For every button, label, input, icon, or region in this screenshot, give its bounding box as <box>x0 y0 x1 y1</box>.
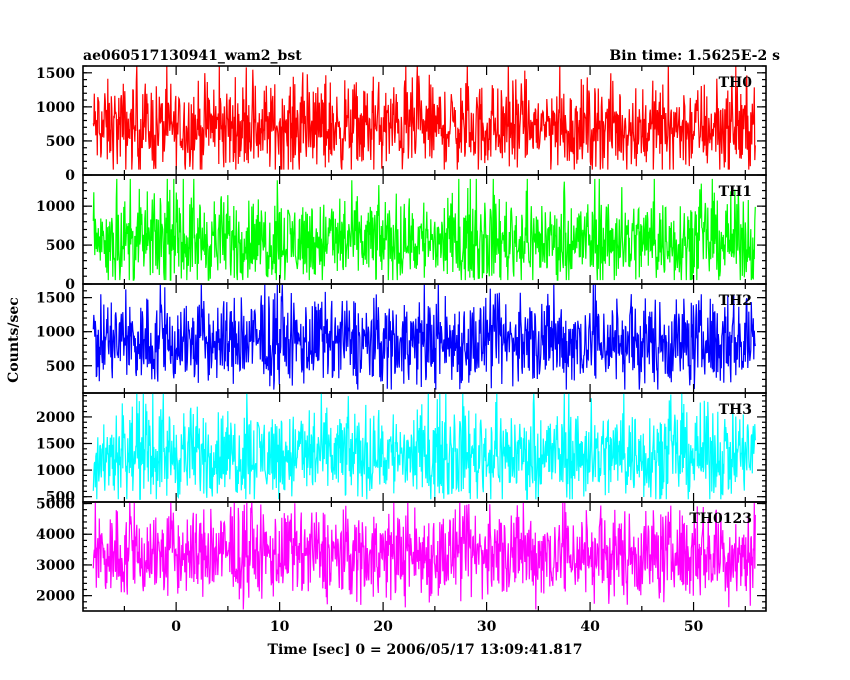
y-tick-label: 500 <box>46 490 75 506</box>
y-axis-label: Counts/sec <box>6 297 22 383</box>
y-tick-label: 1000 <box>36 325 75 341</box>
series-trace-th1 <box>92 178 756 281</box>
series-label-th0123: TH0123 <box>689 511 752 527</box>
y-tick-label: 500 <box>46 134 75 150</box>
y-tick-label: 5000 <box>36 497 75 513</box>
bin-time-label: Bin time: 1.5625E-2 s <box>609 48 780 64</box>
x-tick-label: 20 <box>373 619 393 635</box>
y-tick-label: 0 <box>65 168 75 184</box>
y-tick-label: 1500 <box>36 291 75 307</box>
y-tick-label: 0 <box>65 277 75 293</box>
y-tick-label: 500 <box>46 359 75 375</box>
y-tick-label: 1000 <box>36 463 75 479</box>
y-tick-label: 2000 <box>36 589 75 605</box>
series-trace-th0123 <box>92 501 756 610</box>
series-label-th0: TH0 <box>719 75 753 91</box>
series-trace-th0 <box>92 65 756 170</box>
series-trace-th3 <box>92 392 756 500</box>
y-tick-label: 3000 <box>36 558 75 574</box>
y-tick-label: 1500 <box>36 437 75 453</box>
chart-title: ae060517130941_wam2_bst <box>83 48 302 64</box>
panel-frame-th0123 <box>82 501 767 612</box>
y-tick-label: 1500 <box>36 66 75 82</box>
x-tick-label: 10 <box>270 619 290 635</box>
x-axis-label: Time [sec] 0 = 2006/05/17 13:09:41.817 <box>268 642 583 658</box>
series-label-th2: TH2 <box>719 293 752 309</box>
y-tick-label: 500 <box>46 238 75 254</box>
series-trace-th2 <box>92 283 756 390</box>
x-tick-label: 30 <box>477 619 497 635</box>
y-tick-label: 1000 <box>36 100 75 116</box>
y-tick-label: 1000 <box>36 199 75 215</box>
y-tick-label: 4000 <box>36 527 75 543</box>
series-label-th1: TH1 <box>719 184 752 200</box>
x-tick-label: 0 <box>171 619 181 635</box>
series-label-th3: TH3 <box>719 402 752 418</box>
y-tick-label: 2000 <box>36 410 75 426</box>
x-tick-label: 50 <box>684 619 704 635</box>
x-tick-label: 40 <box>580 619 600 635</box>
